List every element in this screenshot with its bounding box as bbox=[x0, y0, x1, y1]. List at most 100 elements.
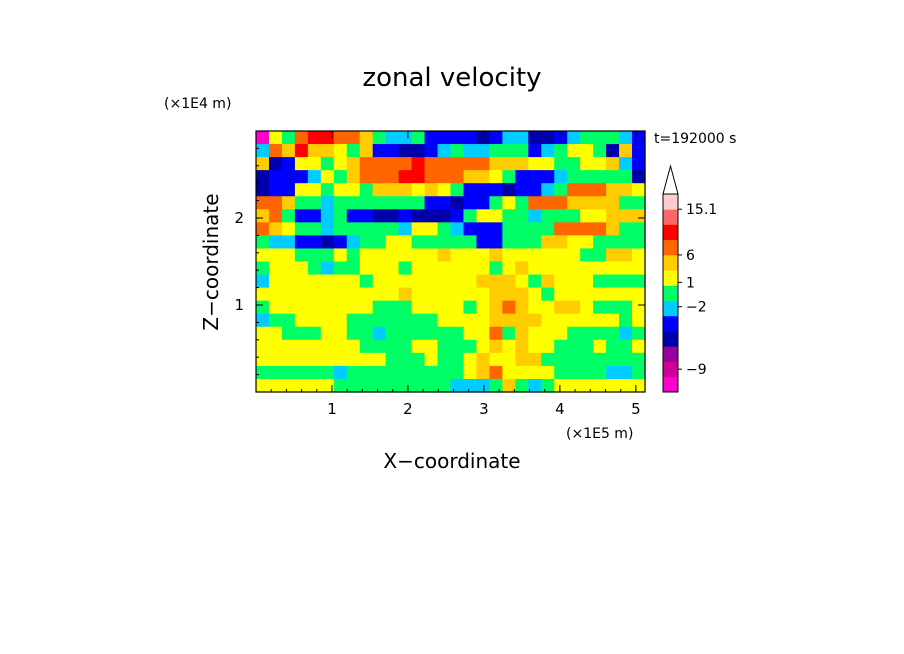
field-cell bbox=[307, 287, 322, 302]
field-cell bbox=[346, 313, 361, 328]
field-cell bbox=[619, 209, 633, 223]
field-cell bbox=[502, 235, 516, 250]
field-cell bbox=[268, 300, 283, 315]
field-cell bbox=[476, 339, 490, 354]
field-cell bbox=[593, 222, 607, 236]
field-cell bbox=[541, 196, 555, 210]
field-cell bbox=[502, 248, 516, 263]
field-cell bbox=[294, 170, 309, 184]
field-cell bbox=[541, 287, 555, 302]
field-cell bbox=[256, 222, 270, 236]
field-cell bbox=[580, 222, 594, 236]
field-cell bbox=[437, 131, 452, 145]
field-cell bbox=[307, 365, 322, 380]
field-cell bbox=[476, 131, 490, 145]
field-cell bbox=[489, 287, 503, 302]
field-cell bbox=[294, 248, 309, 263]
field-cell bbox=[528, 261, 542, 276]
field-cell bbox=[476, 222, 490, 236]
field-cell bbox=[398, 313, 413, 328]
field-cell bbox=[541, 209, 555, 223]
field-cell bbox=[502, 261, 516, 276]
field-cell bbox=[554, 313, 568, 328]
field-cell bbox=[437, 248, 452, 263]
field-cell bbox=[385, 365, 400, 380]
field-cell bbox=[606, 170, 620, 184]
field-cell bbox=[606, 352, 620, 367]
field-cell bbox=[463, 157, 478, 171]
colorbar-swatch bbox=[663, 331, 678, 347]
colorbar-label: 6 bbox=[686, 248, 695, 264]
field-cell bbox=[320, 157, 335, 171]
field-cell bbox=[580, 378, 594, 393]
field-cell bbox=[424, 131, 439, 145]
field-cell bbox=[320, 352, 335, 367]
colorbar-swatch bbox=[663, 224, 678, 241]
field-cell bbox=[411, 339, 426, 354]
field-cell bbox=[359, 313, 374, 328]
field-cell bbox=[281, 365, 296, 380]
field-cell bbox=[385, 300, 400, 315]
field-cell bbox=[528, 365, 542, 380]
field-cell bbox=[541, 261, 555, 276]
field-cell bbox=[398, 300, 413, 315]
field-cell bbox=[450, 144, 465, 158]
field-cell bbox=[372, 157, 387, 171]
field-cell bbox=[346, 339, 361, 354]
field-cell bbox=[320, 287, 335, 302]
field-cell bbox=[437, 170, 452, 184]
field-cell bbox=[554, 235, 568, 250]
field-cell bbox=[541, 248, 555, 263]
field-cell bbox=[463, 144, 478, 158]
field-cell bbox=[398, 339, 413, 354]
field-cell bbox=[528, 352, 542, 367]
field-cell bbox=[606, 261, 620, 276]
field-cell bbox=[502, 339, 516, 354]
field-cell bbox=[333, 209, 348, 223]
field-cell bbox=[515, 209, 529, 223]
field-cell bbox=[463, 274, 478, 289]
field-cell bbox=[567, 248, 581, 263]
field-cell bbox=[256, 326, 270, 341]
field-cell bbox=[528, 157, 542, 171]
field-cell bbox=[385, 157, 400, 171]
field-cell bbox=[307, 235, 322, 250]
field-cell bbox=[385, 326, 400, 341]
field-cell bbox=[281, 183, 296, 197]
field-cell bbox=[320, 131, 335, 145]
field-cell bbox=[567, 183, 581, 197]
field-cell bbox=[554, 287, 568, 302]
field-cell bbox=[268, 378, 283, 393]
field-cell bbox=[411, 196, 426, 210]
field-cell bbox=[359, 157, 374, 171]
field-cell bbox=[502, 313, 516, 328]
field-cell bbox=[567, 196, 581, 210]
field-cell bbox=[372, 170, 387, 184]
field-cell bbox=[268, 313, 283, 328]
field-cell bbox=[398, 248, 413, 263]
field-cell bbox=[333, 222, 348, 236]
field-cell bbox=[372, 378, 387, 393]
field-cell bbox=[463, 261, 478, 276]
field-cell bbox=[424, 352, 439, 367]
field-cell bbox=[307, 248, 322, 263]
field-cell bbox=[372, 300, 387, 315]
field-cell bbox=[346, 222, 361, 236]
field-cell bbox=[489, 157, 503, 171]
field-cell bbox=[333, 170, 348, 184]
field-cell bbox=[502, 170, 516, 184]
field-cell bbox=[320, 209, 335, 223]
field-cell bbox=[333, 261, 348, 276]
field-cell bbox=[437, 300, 452, 315]
field-cell bbox=[320, 261, 335, 276]
field-cell bbox=[606, 131, 620, 145]
x-axis-label: X−coordinate bbox=[383, 449, 520, 473]
field-cell bbox=[359, 183, 374, 197]
field-cell bbox=[567, 365, 581, 380]
field-cell bbox=[333, 352, 348, 367]
field-cell bbox=[424, 209, 439, 223]
field-cell bbox=[424, 274, 439, 289]
field-cell bbox=[256, 235, 270, 250]
field-cell bbox=[580, 157, 594, 171]
